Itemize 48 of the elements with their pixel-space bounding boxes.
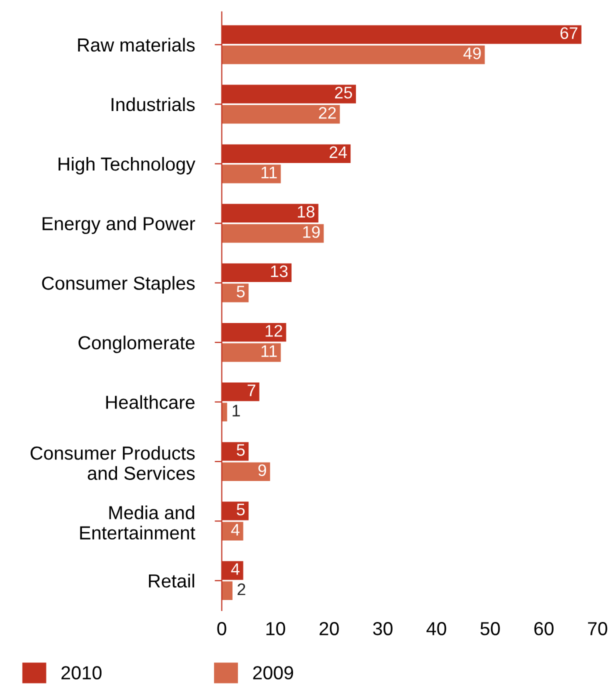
bar [222, 105, 340, 124]
data-label: 5 [236, 286, 245, 298]
data-label: 5 [236, 444, 245, 456]
data-label: 7 [248, 384, 256, 396]
x-tick-label: 40 [426, 622, 446, 636]
x-tick-label: 30 [373, 622, 392, 636]
x-tick-label: 60 [534, 622, 554, 636]
y-tick-label: Media and Entertainment [80, 506, 196, 540]
bar [222, 462, 270, 481]
y-tick-label: Healthcare [106, 395, 195, 409]
y-tick-label: Conglomerate [78, 336, 195, 354]
bar [222, 45, 485, 64]
data-label: 2 [238, 583, 246, 596]
data-label: 13 [271, 265, 288, 278]
bar [222, 284, 249, 302]
x-tick-label: 10 [266, 622, 286, 636]
y-tick-label: High Technology [58, 156, 196, 174]
data-label: 67 [560, 27, 578, 40]
y-tick-label: Retail [148, 574, 194, 588]
data-label: 49 [463, 47, 481, 60]
data-label: 9 [258, 464, 266, 476]
y-tick-label: Raw materials [78, 38, 195, 52]
data-label: 5 [236, 504, 245, 516]
data-label: 11 [262, 345, 277, 357]
data-label: 4 [231, 524, 240, 536]
legend-label: 2009 [253, 666, 294, 680]
data-label: 4 [231, 563, 240, 575]
y-tick-label: Energy and Power [42, 216, 196, 234]
y-tick-label: Consumer Products and Services [30, 446, 195, 480]
x-tick-label: 20 [320, 622, 339, 636]
legend-label: 2010 [61, 666, 102, 680]
data-label: 12 [266, 324, 282, 337]
data-label: 24 [330, 146, 347, 158]
bar [222, 164, 281, 184]
x-tick-label: 70 [588, 622, 608, 636]
data-label: 25 [335, 86, 352, 99]
bar [222, 343, 281, 362]
data-label: 18 [298, 206, 314, 218]
x-tick-label: 50 [480, 622, 500, 636]
bar [222, 581, 232, 600]
data-label: 1 [232, 404, 240, 416]
data-label: 22 [318, 107, 336, 119]
data-label: 19 [303, 226, 320, 238]
bar [222, 224, 324, 243]
x-tick-label: 0 [217, 622, 226, 636]
data-label: 11 [262, 166, 277, 178]
y-tick-label: Consumer Staples [42, 276, 195, 294]
y-tick-label: Industrials [112, 97, 195, 112]
